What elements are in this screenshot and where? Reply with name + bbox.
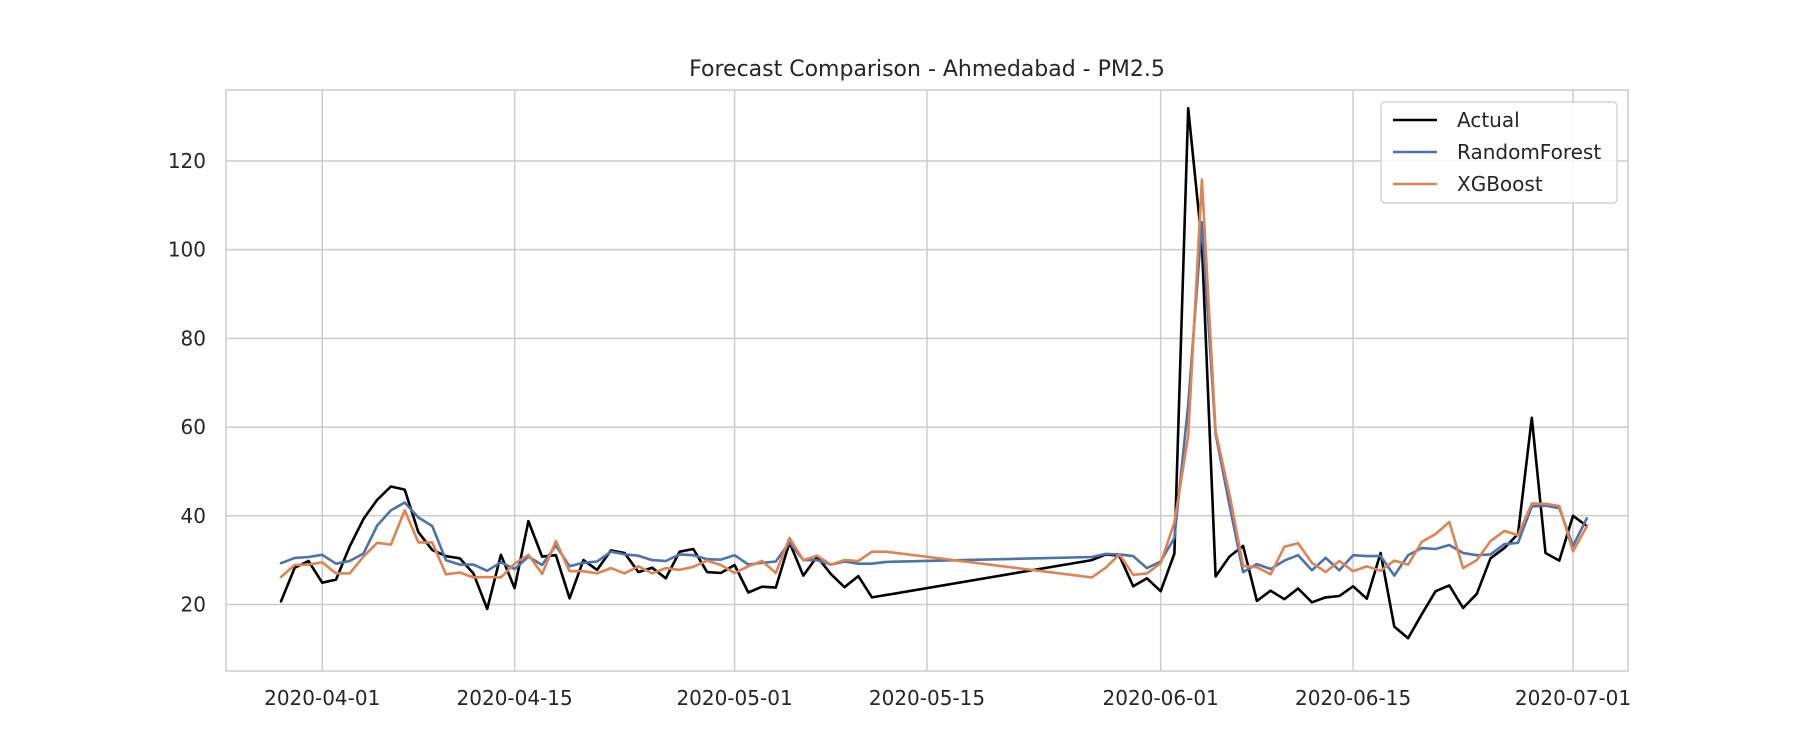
series-line-xgboost: [279, 178, 1589, 579]
y-tick-label: 120: [168, 149, 206, 173]
x-tick-label: 2020-06-15: [1295, 686, 1411, 710]
y-tick-label: 100: [168, 238, 206, 262]
legend: Actual RandomForest XGBoost: [1380, 101, 1618, 204]
x-tick-label: 2020-04-15: [457, 686, 573, 710]
series-lines: [279, 106, 1589, 640]
x-tick-label: 2020-04-01: [264, 686, 380, 710]
x-tick-label: 2020-05-15: [869, 686, 985, 710]
legend-label: XGBoost: [1457, 172, 1543, 196]
x-tick-label: 2020-05-01: [676, 686, 792, 710]
x-axis-tick-labels: 2020-04-01 2020-04-15 2020-05-01 2020-05-15…: [264, 686, 1631, 710]
y-axis-tick-labels: 20 40 60 80 100 120: [168, 149, 206, 617]
series-line-randomforest: [279, 220, 1589, 577]
chart-title: Forecast Comparison - Ahmedabad - PM2.5: [689, 57, 1165, 82]
x-tick-label: 2020-06-01: [1103, 686, 1219, 710]
y-tick-label: 60: [181, 415, 206, 439]
x-tick-label: 2020-07-01: [1515, 686, 1631, 710]
y-tick-label: 20: [181, 592, 206, 616]
plot-area-border: [225, 89, 1629, 672]
legend-box: [1380, 101, 1618, 204]
legend-label: RandomForest: [1457, 140, 1601, 164]
y-tick-label: 40: [181, 504, 206, 528]
legend-label: Actual: [1457, 108, 1520, 132]
y-tick-label: 80: [181, 326, 206, 350]
